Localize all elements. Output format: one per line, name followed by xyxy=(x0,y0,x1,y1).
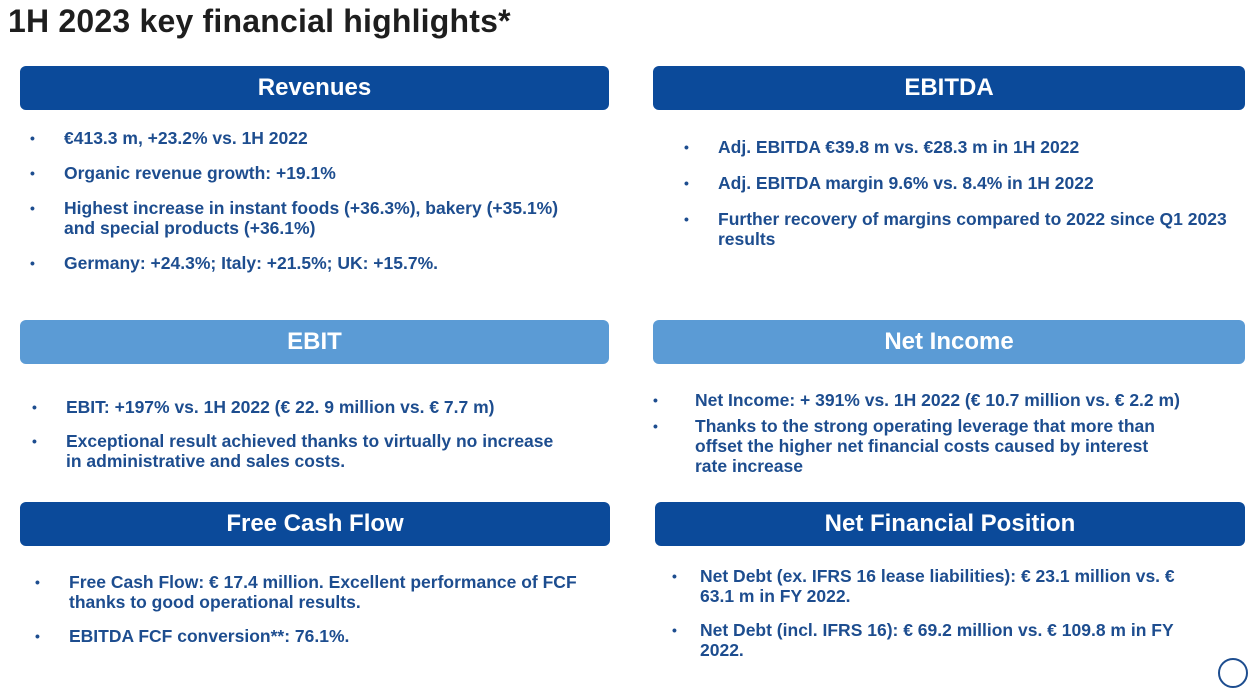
free-cash-flow-heading: Free Cash Flow xyxy=(226,510,404,537)
list-item: • Free Cash Flow: € 17.4 million. Excelle… xyxy=(35,572,577,612)
bullet-icon: • xyxy=(30,165,35,181)
page-title: 1H 2023 key financial highlights* xyxy=(8,3,511,39)
free-cash-flow-header: Free Cash Flow xyxy=(20,502,610,546)
bullet-icon: • xyxy=(653,418,658,434)
bullet-icon: • xyxy=(684,211,689,227)
bullet-icon: • xyxy=(35,628,40,644)
ebitda-bullet-list: • Adj. EBITDA €39.8 m vs. €28.3 m in 1H 2… xyxy=(684,137,1229,249)
list-item: • Germany: +24.3%; Italy: +21.5%; UK: +15… xyxy=(30,253,438,273)
list-item: • Highest increase in instant foods (+36.… xyxy=(30,198,559,238)
bullet-icon: • xyxy=(32,433,37,449)
bullet-icon: • xyxy=(30,200,35,216)
list-item: • Adj. EBITDA margin 9.6% vs. 8.4% in 1H … xyxy=(684,173,1094,193)
list-item: • Net Debt (incl. IFRS 16): € 69.2 millio… xyxy=(672,620,1174,660)
list-item: • Adj. EBITDA €39.8 m vs. €28.3 m in 1H 2… xyxy=(684,137,1080,157)
bullet-icon: • xyxy=(653,392,658,408)
free-cash-flow-bullet-list: • Free Cash Flow: € 17.4 million. Excelle… xyxy=(35,572,595,646)
bullet-icon: • xyxy=(32,399,37,415)
ebit-header: EBIT xyxy=(20,320,609,364)
list-item: • EBITDA FCF conversion**: 76.1%. xyxy=(35,626,350,646)
ebit-heading: EBIT xyxy=(287,328,342,355)
net-income-bullet-list: • Net Income: + 391% vs. 1H 2022 (€ 10.7 … xyxy=(653,390,1243,476)
net-financial-position-heading: Net Financial Position xyxy=(824,510,1076,537)
list-item: • Exceptional result achieved thanks to v… xyxy=(32,431,554,471)
list-item: • €413.3 m, +23.2% vs. 1H 2022 xyxy=(30,128,308,148)
list-item: • EBIT: +197% vs. 1H 2022 (€ 22. 9 millio… xyxy=(32,397,495,417)
net-income-header: Net Income xyxy=(653,320,1245,364)
revenues-bullet-list: • €413.3 m, +23.2% vs. 1H 2022 • Organic r… xyxy=(30,128,570,273)
bullet-icon: • xyxy=(672,622,677,638)
net-income-heading: Net Income xyxy=(884,328,1014,355)
bullet-icon: • xyxy=(30,255,35,271)
list-item: • Organic revenue growth: +19.1% xyxy=(30,163,336,183)
list-item: • Net Income: + 391% vs. 1H 2022 (€ 10.7 … xyxy=(653,390,1180,410)
bullet-icon: • xyxy=(672,568,677,584)
revenues-heading: Revenues xyxy=(257,74,372,101)
ebit-bullet-list: • EBIT: +197% vs. 1H 2022 (€ 22. 9 millio… xyxy=(32,397,562,471)
revenues-header: Revenues xyxy=(20,66,609,110)
list-item: • Thanks to the strong operating leverage… xyxy=(653,416,1155,476)
ebitda-heading: EBITDA xyxy=(904,74,994,101)
bullet-icon: • xyxy=(684,175,689,191)
list-item: • Net Debt (ex. IFRS 16 lease liabilities… xyxy=(672,566,1175,606)
bullet-icon: • xyxy=(30,130,35,146)
bullet-icon: • xyxy=(35,574,40,590)
corner-circle-icon xyxy=(1218,658,1248,688)
ebitda-header: EBITDA xyxy=(653,66,1245,110)
list-item: • Further recovery of margins compared to… xyxy=(684,209,1227,249)
net-financial-position-bullet-list: • Net Debt (ex. IFRS 16 lease liabilities… xyxy=(672,566,1187,660)
net-financial-position-header: Net Financial Position xyxy=(655,502,1245,546)
bullet-icon: • xyxy=(684,139,689,155)
